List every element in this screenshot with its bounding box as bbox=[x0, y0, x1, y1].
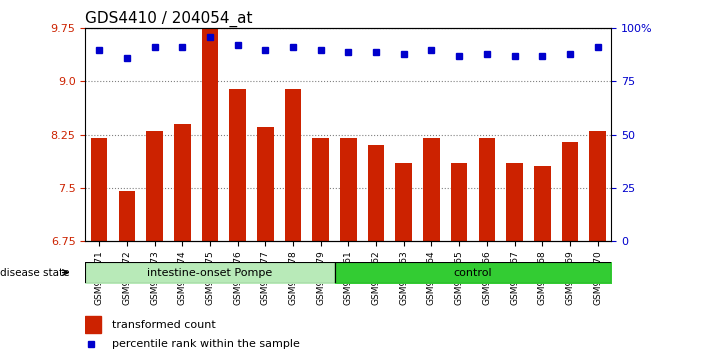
Bar bbox=[119, 191, 135, 354]
Bar bbox=[312, 138, 329, 354]
Bar bbox=[368, 145, 385, 354]
Text: GDS4410 / 204054_at: GDS4410 / 204054_at bbox=[85, 11, 253, 27]
Bar bbox=[506, 163, 523, 354]
Text: disease state: disease state bbox=[0, 268, 70, 278]
Bar bbox=[85, 316, 101, 333]
Text: control: control bbox=[454, 268, 492, 278]
Bar bbox=[451, 163, 467, 354]
Bar bbox=[91, 138, 107, 354]
Bar bbox=[423, 138, 440, 354]
Bar bbox=[284, 88, 301, 354]
Bar bbox=[230, 88, 246, 354]
Text: transformed count: transformed count bbox=[112, 320, 215, 330]
Bar bbox=[479, 138, 495, 354]
Bar bbox=[589, 131, 606, 354]
Bar bbox=[146, 131, 163, 354]
Bar bbox=[257, 127, 274, 354]
Bar bbox=[562, 142, 578, 354]
Bar bbox=[534, 166, 550, 354]
Bar bbox=[174, 124, 191, 354]
Bar bbox=[202, 18, 218, 354]
Bar bbox=[395, 163, 412, 354]
Text: percentile rank within the sample: percentile rank within the sample bbox=[112, 339, 299, 349]
Text: intestine-onset Pompe: intestine-onset Pompe bbox=[147, 268, 272, 278]
Bar bbox=[340, 138, 357, 354]
